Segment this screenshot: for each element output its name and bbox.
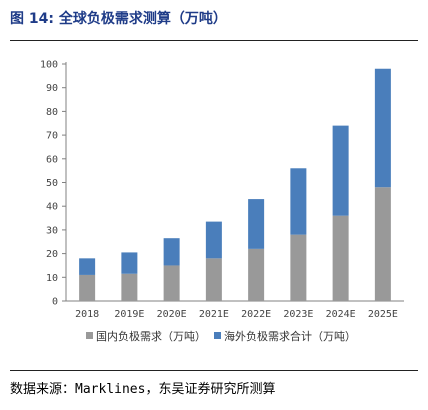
figure-title: 图 14: 全球负极需求测算（万吨） — [10, 11, 227, 27]
bar-domestic — [205, 258, 222, 301]
bars — [79, 68, 391, 301]
bar-domestic — [163, 265, 180, 301]
y-tick-label: 70 — [46, 131, 58, 142]
legend-swatch — [86, 332, 93, 339]
bar-overseas — [374, 68, 391, 188]
y-tick-label: 0 — [52, 297, 58, 308]
y-tick-label: 10 — [46, 273, 58, 284]
source-note: 数据来源：Marklines，东吴证券研究所测算 — [10, 382, 276, 397]
y-tick-label: 60 — [46, 154, 58, 165]
bar-overseas — [205, 221, 222, 259]
x-tick-label: 2021E — [199, 309, 229, 320]
y-tick-label: 100 — [40, 60, 58, 71]
y-tick-label: 80 — [46, 107, 58, 118]
bar-domestic — [248, 248, 265, 301]
bar-domestic — [290, 234, 307, 301]
title-divider — [10, 40, 418, 41]
stacked-bar-chart: 2018 2019E 2020E 2021E 2022E 2023E 2024E 2025E … — [40, 60, 404, 343]
x-tick-label: 2019E — [114, 309, 144, 320]
y-tick-label: 50 — [46, 178, 58, 189]
y-tick-label: 90 — [46, 83, 58, 94]
axes — [62, 62, 404, 302]
bar-overseas — [332, 125, 349, 216]
legend-label: 国内负极需求（万吨） — [96, 329, 206, 343]
bar-domestic — [79, 274, 96, 301]
x-tick-label: 2023E — [283, 309, 313, 320]
legend: 国内负极需求（万吨） 海外负极需求合计（万吨） — [86, 329, 356, 343]
bar-domestic — [374, 187, 391, 301]
x-tick-labels: 2018 2019E 2020E 2021E 2022E 2023E 2024E 2025E — [75, 309, 398, 320]
y-tick-label: 20 — [46, 249, 58, 260]
y-tick-label: 40 — [46, 202, 58, 213]
legend-swatch — [214, 332, 221, 339]
x-tick-label: 2025E — [368, 309, 398, 320]
legend-label: 海外负极需求合计（万吨） — [224, 329, 356, 343]
x-tick-label: 2022E — [241, 309, 271, 320]
x-tick-label: 2024E — [326, 309, 356, 320]
bar-overseas — [163, 238, 180, 266]
y-tick-labels: 0 10 20 30 40 50 60 70 80 90 100 — [40, 60, 58, 308]
footer-divider — [10, 370, 418, 371]
x-tick-label: 2020E — [157, 309, 187, 320]
y-tick-label: 30 — [46, 225, 58, 236]
x-tick-label: 2018 — [75, 309, 99, 320]
bar-overseas — [290, 168, 307, 235]
bar-domestic — [121, 273, 138, 301]
bar-domestic — [332, 215, 349, 301]
bar-overseas — [79, 258, 96, 275]
bar-overseas — [121, 252, 138, 274]
bar-overseas — [248, 199, 265, 249]
